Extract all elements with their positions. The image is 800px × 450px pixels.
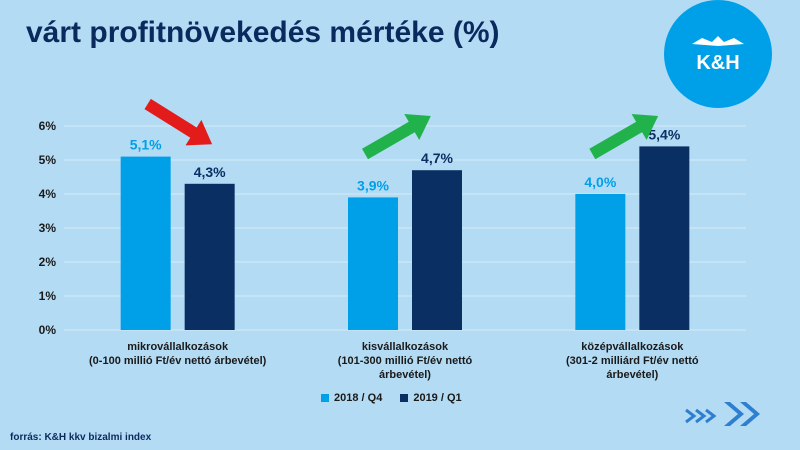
y-tick-label: 5% (39, 153, 57, 167)
data-label: 5,4% (648, 126, 680, 142)
source-note: forrás: K&H kkv bizalmi index (10, 432, 152, 443)
x-category-label: (301-2 milliárd Ft/év nettó (566, 355, 699, 367)
arrow-shape (144, 98, 213, 146)
y-tick-label: 1% (39, 289, 57, 303)
y-tick-label: 3% (39, 221, 57, 235)
logo-mark-icon (692, 36, 744, 46)
legend-item-2019: 2019 / Q1 (400, 392, 462, 404)
arrow-shape (362, 114, 431, 160)
legend-item-2018: 2018 / Q4 (321, 392, 382, 404)
bar (348, 197, 398, 330)
data-label: 4,0% (584, 174, 616, 190)
x-category-label: mikrovállalkozások (127, 341, 229, 353)
x-category-label: (101-300 millió Ft/év nettó (338, 355, 473, 367)
logo-text: K&H (696, 52, 740, 74)
y-tick-label: 2% (39, 255, 57, 269)
x-category-label: kisvállalkozások (362, 341, 449, 353)
next-chevrons-icon (685, 402, 760, 426)
x-category-label: (0-100 millió Ft/év nettó árbevétel) (89, 355, 267, 367)
bar (184, 183, 235, 330)
bar (120, 156, 171, 330)
trend-up-arrow-icon (362, 114, 431, 160)
legend-label-2019: 2019 / Q1 (413, 392, 462, 404)
page-title: várt profitnövekedés mértéke (%) (26, 16, 500, 49)
x-category-label: árbevétel) (379, 369, 431, 381)
kh-logo: K&H (664, 0, 772, 108)
data-label: 4,3% (194, 164, 226, 180)
chart-legend: 2018 / Q4 2019 / Q1 (321, 392, 462, 404)
data-label: 3,9% (357, 177, 389, 193)
trend-up-arrow-icon (589, 114, 659, 160)
legend-swatch-2018 (321, 394, 329, 402)
y-tick-label: 6% (39, 119, 57, 133)
y-tick-label: 0% (39, 323, 57, 337)
legend-label-2018: 2018 / Q4 (334, 392, 383, 404)
arrow-shape (589, 114, 659, 160)
trend-down-arrow-icon (144, 98, 213, 146)
bar (412, 170, 462, 330)
x-category-label: árbevétel) (606, 369, 658, 381)
data-label: 4,7% (421, 150, 453, 166)
y-tick-label: 4% (39, 187, 57, 201)
bar (575, 194, 626, 330)
bar (639, 146, 690, 330)
data-label: 5,1% (130, 137, 162, 153)
legend-swatch-2019 (400, 394, 409, 402)
x-category-label: középvállalkozások (581, 341, 684, 353)
